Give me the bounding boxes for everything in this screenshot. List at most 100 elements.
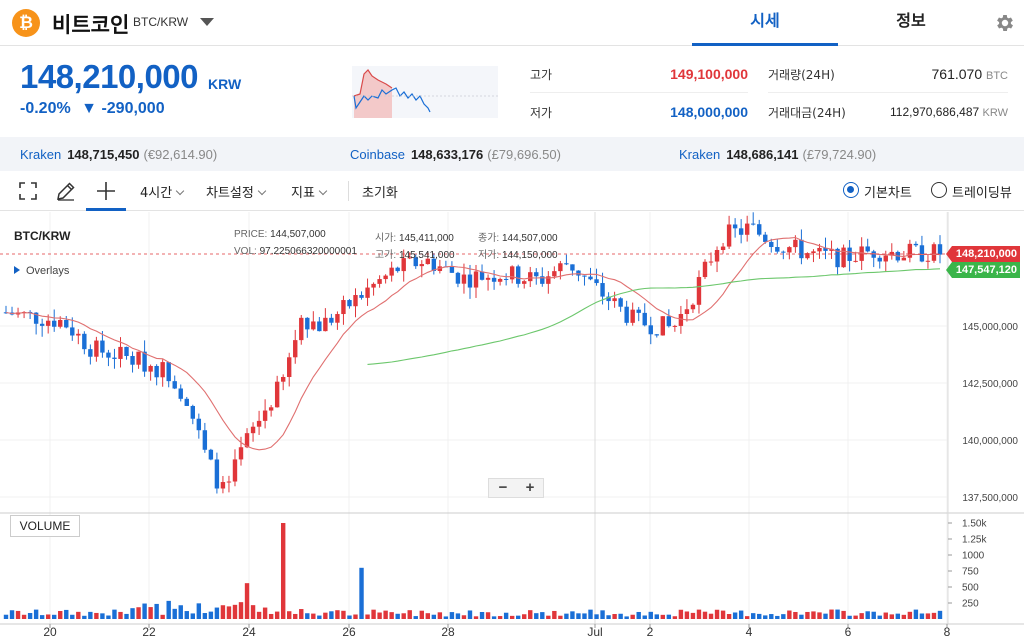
candle-body [684,309,690,314]
info-value: 144,150,000 [501,250,558,261]
time-axis-label: 4 [746,625,753,639]
chevron-down-icon [318,186,328,196]
volume-bar [479,612,485,619]
basic-chart-radio[interactable] [843,182,859,198]
fullscreen-icon[interactable] [16,179,40,203]
candle-body [564,263,569,265]
volume-bar [690,612,696,619]
candle-body [383,275,388,280]
volume-bar [624,616,629,619]
crosshair-icon[interactable] [94,179,118,203]
zoom-out-button[interactable]: − [498,479,508,496]
pencil-draw-icon[interactable] [54,179,78,203]
volume-bar [491,616,497,619]
candle-body [907,243,913,258]
exchange-price: 148,686,141 [726,147,799,162]
candle-body [696,277,702,305]
amount-unit: KRW [982,107,1008,119]
exchange-item[interactable]: Kraken 148,715,450 (€92,614.90) [20,147,217,162]
change-percent: -0.20% [20,100,71,117]
price-unit: KRW [208,76,242,92]
volume-bar [925,613,931,619]
info-key: PRICE: [234,229,268,240]
coin-dropdown-icon[interactable] [200,18,214,26]
exchange-item[interactable]: Coinbase 148,633,176 (£79,696.50) [350,147,561,162]
volume-bar [907,611,913,619]
volume-value: 761.070 BTC [840,66,1009,82]
volume-bar [467,610,473,619]
volume-bar [823,613,828,619]
candle-body [726,224,732,247]
indicators-dropdown[interactable]: 지표 [291,182,328,201]
volume-bar [515,615,521,619]
candlestick-chart[interactable]: 145,000,000 142,500,000 140,000,000 137,500… [0,212,1024,641]
volume-axis-label: 1000 [962,551,985,562]
candle-body [841,247,846,268]
candle-body [491,277,497,282]
volume-bar [744,616,750,619]
candle-body [805,253,810,259]
candle-body [323,317,328,332]
candle-body [672,325,678,327]
candle-body [208,449,214,460]
candle-body [847,247,852,261]
tab-quote[interactable]: 시세 [692,0,838,46]
change-amount: ▼ -290,000 [81,100,165,117]
tradingview-label[interactable]: 트레이딩뷰 [952,186,1012,201]
candle-body [528,272,533,282]
volume-bar [883,612,888,619]
tab-info[interactable]: 정보 [896,11,926,30]
volume-bar [39,615,45,619]
volume-bar [431,614,437,619]
candle-body [630,309,635,323]
stat-divider [768,92,1008,93]
basic-chart-label[interactable]: 기본차트 [864,186,912,201]
price-axis-label: 137,500,000 [962,493,1018,504]
tradingview-radio[interactable] [931,182,947,198]
overlays-toggle[interactable]: Overlays [14,265,69,277]
gear-icon[interactable] [994,12,1016,34]
volume-bar [781,614,786,619]
candle-body [757,224,762,235]
volume-bar [365,614,370,619]
candle-body [931,244,937,261]
volume-bar [21,614,27,619]
volume-bar [184,611,189,619]
candle-body [708,261,714,263]
volume-bar [600,610,605,619]
coin-name[interactable]: 비트코인 [52,13,130,37]
interval-dropdown[interactable]: 4시간 [140,182,185,201]
candle-body [154,365,159,378]
volume-bar [732,612,738,619]
reset-button[interactable]: 초기화 [362,186,398,201]
candle-body [751,223,756,225]
triangle-right-icon [14,266,20,274]
volume-bar [497,616,503,619]
candle-body [775,247,780,252]
volume-bar [503,612,509,619]
zoom-in-button[interactable]: + [525,479,535,496]
candle-body [660,316,666,336]
volume-bar [196,603,202,619]
volume-bar [775,615,780,619]
candle-body [793,239,798,248]
volume-bar [763,615,768,619]
time-axis-label: 28 [441,625,455,639]
candle-body [479,271,485,280]
candle-body [600,283,605,297]
volume-bar [919,613,925,619]
volume-bar [299,609,304,619]
volume-bar [425,613,431,619]
candle-body [678,313,684,326]
candle-body [666,316,672,327]
candle-body [817,247,822,252]
volume-bar [678,609,684,619]
volume-bar [148,607,153,619]
chart-settings-dropdown[interactable]: 차트설정 [206,182,267,201]
volume-bar [293,613,298,619]
exchange-item[interactable]: Kraken 148,686,141 (£79,724.90) [679,147,876,162]
volume-bar [895,613,901,619]
candle-body [744,223,750,235]
volume-bar [341,610,346,619]
volume-bar [377,612,382,619]
